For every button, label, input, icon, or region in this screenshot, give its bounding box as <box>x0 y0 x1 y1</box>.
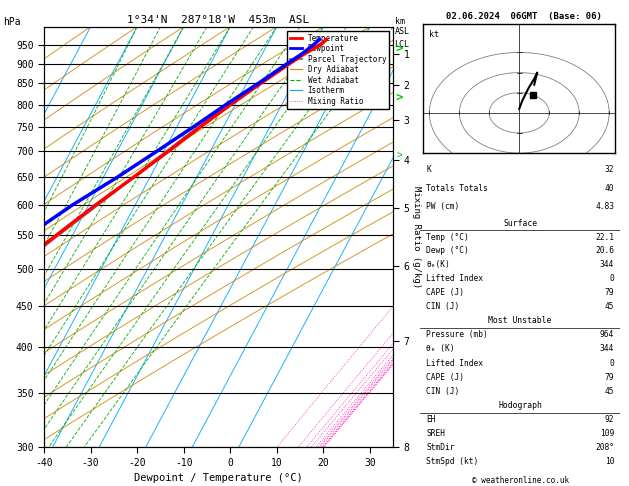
Y-axis label: Mixing Ratio (g/kg): Mixing Ratio (g/kg) <box>411 186 421 288</box>
Text: θₑ(K): θₑ(K) <box>426 260 450 269</box>
Text: CIN (J): CIN (J) <box>426 387 459 396</box>
Text: 79: 79 <box>604 373 614 382</box>
Title: 1°34'N  287°18'W  453m  ASL: 1°34'N 287°18'W 453m ASL <box>128 15 309 25</box>
Text: 40: 40 <box>604 184 614 193</box>
Text: Totals Totals: Totals Totals <box>426 184 488 193</box>
Text: EH: EH <box>426 415 436 424</box>
Text: Temp (°C): Temp (°C) <box>426 233 469 242</box>
Text: CIN (J): CIN (J) <box>426 302 459 311</box>
Text: Most Unstable: Most Unstable <box>489 316 552 325</box>
Text: PW (cm): PW (cm) <box>426 203 459 211</box>
Text: 0: 0 <box>610 274 614 283</box>
Text: kt: kt <box>430 30 439 39</box>
Text: km
ASL: km ASL <box>395 17 410 36</box>
Legend: Temperature, Dewpoint, Parcel Trajectory, Dry Adiabat, Wet Adiabat, Isotherm, Mi: Temperature, Dewpoint, Parcel Trajectory… <box>287 31 389 109</box>
Text: Lifted Index: Lifted Index <box>426 359 483 367</box>
Text: >: > <box>396 151 403 160</box>
X-axis label: Dewpoint / Temperature (°C): Dewpoint / Temperature (°C) <box>134 473 303 483</box>
Text: 4.83: 4.83 <box>595 203 614 211</box>
Text: 344: 344 <box>600 260 614 269</box>
Text: 45: 45 <box>604 387 614 396</box>
Text: 109: 109 <box>600 429 614 438</box>
Text: 02.06.2024  06GMT  (Base: 06): 02.06.2024 06GMT (Base: 06) <box>446 12 602 21</box>
Text: 92: 92 <box>604 415 614 424</box>
Text: Hodograph: Hodograph <box>498 401 542 410</box>
Text: 45: 45 <box>604 302 614 311</box>
Text: 10: 10 <box>604 457 614 467</box>
Text: CAPE (J): CAPE (J) <box>426 288 464 297</box>
Text: Dewp (°C): Dewp (°C) <box>426 246 469 256</box>
Text: Surface: Surface <box>503 219 537 228</box>
Text: 964: 964 <box>600 330 614 339</box>
Text: 22.1: 22.1 <box>595 233 614 242</box>
Text: © weatheronline.co.uk: © weatheronline.co.uk <box>472 476 569 486</box>
Text: StmSpd (kt): StmSpd (kt) <box>426 457 479 467</box>
Text: 344: 344 <box>600 345 614 353</box>
Text: θₑ (K): θₑ (K) <box>426 345 455 353</box>
Text: >: > <box>396 91 403 104</box>
Text: >: > <box>396 42 403 55</box>
Text: hPa: hPa <box>3 17 21 27</box>
Text: 0: 0 <box>610 359 614 367</box>
Text: 32: 32 <box>604 165 614 174</box>
Text: 20.6: 20.6 <box>595 246 614 256</box>
Text: LCL: LCL <box>394 40 409 49</box>
Text: Lifted Index: Lifted Index <box>426 274 483 283</box>
Text: CAPE (J): CAPE (J) <box>426 373 464 382</box>
Text: 79: 79 <box>604 288 614 297</box>
Text: Pressure (mb): Pressure (mb) <box>426 330 488 339</box>
Text: SREH: SREH <box>426 429 445 438</box>
Text: K: K <box>426 165 431 174</box>
Text: StmDir: StmDir <box>426 443 455 452</box>
Text: 208°: 208° <box>595 443 614 452</box>
